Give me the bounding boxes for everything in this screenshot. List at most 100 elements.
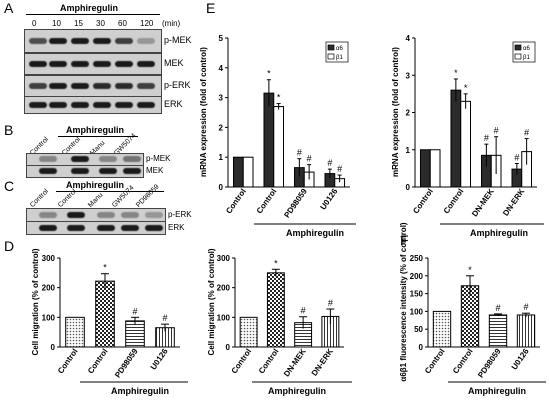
bar	[239, 316, 258, 348]
band	[71, 38, 89, 44]
y-tick-label: 3	[219, 94, 224, 103]
bar-beta1	[242, 156, 254, 188]
legend-swatch	[327, 53, 335, 60]
legend-label: β1	[523, 55, 530, 61]
y-tick-label: 4	[219, 64, 224, 73]
category-label: DN-MEK	[470, 187, 496, 219]
category-label: Control	[411, 187, 435, 215]
band	[49, 83, 67, 89]
band	[137, 102, 155, 108]
blot-label: ERK	[164, 99, 183, 109]
band	[93, 38, 111, 44]
blot-image	[26, 153, 144, 166]
treatment-line	[26, 14, 160, 15]
y-tick-label: 250	[410, 254, 424, 263]
band	[29, 61, 47, 67]
time-label: 60	[118, 19, 127, 28]
y-tick-label: 0	[419, 343, 424, 352]
category-label: PD98059	[113, 347, 140, 380]
bar	[65, 316, 85, 348]
band	[115, 38, 133, 44]
y-tick-label: 200	[42, 284, 56, 293]
band	[93, 61, 111, 67]
significance-mark: #	[484, 133, 489, 143]
panel-letter-e: E	[206, 0, 216, 16]
y-tick-label: 150	[410, 290, 424, 299]
category-label: U0126	[318, 187, 339, 212]
bar	[516, 314, 536, 348]
band	[67, 212, 85, 218]
y-tick-label: 2	[219, 123, 224, 132]
y-axis-label: mRNA expression (fold of control)	[199, 47, 208, 177]
panel-letter-d: D	[4, 238, 15, 254]
category-label: PD98059	[282, 187, 309, 220]
y-tick-label: 0	[219, 183, 224, 192]
panel-letter-c: C	[4, 178, 15, 194]
significance-mark: *	[103, 263, 107, 273]
band	[39, 156, 57, 162]
time-label: 30	[96, 19, 105, 28]
legend-swatch	[514, 53, 522, 60]
band	[137, 38, 155, 44]
time-label: 120	[140, 19, 154, 28]
blot-label: ERK	[168, 223, 185, 232]
y-tick-label: 100	[217, 313, 231, 322]
bar	[95, 280, 115, 348]
band	[29, 38, 47, 44]
category-label: DN-MEK	[282, 347, 308, 379]
legend-label: α6	[336, 46, 343, 52]
category-label: U0126	[510, 347, 531, 372]
band	[39, 225, 57, 231]
band	[145, 212, 163, 218]
band	[99, 168, 117, 174]
treatment-line	[56, 191, 164, 192]
blot-label: p-MEK	[164, 35, 192, 45]
category-label: Control	[423, 347, 447, 375]
significance-mark: #	[301, 306, 306, 316]
significance-mark: *	[464, 83, 468, 93]
band	[49, 61, 67, 67]
y-tick-label: 100	[42, 313, 56, 322]
blot-label: p-ERK	[168, 210, 192, 219]
significance-mark: #	[495, 303, 500, 313]
panel-letter-b: B	[4, 122, 14, 138]
band	[71, 102, 89, 108]
category-label: Control	[257, 347, 281, 375]
group-label: Amphiregulin	[468, 386, 526, 396]
group-label: Amphiregulin	[111, 386, 169, 396]
band	[115, 83, 133, 89]
band	[49, 38, 67, 44]
band	[121, 225, 139, 231]
category-label: Control	[442, 187, 466, 215]
significance-mark: #	[524, 128, 529, 138]
band	[71, 156, 89, 162]
y-tick-label: 3	[406, 71, 411, 80]
y-axis-label: Cell migration (% of control)	[207, 248, 216, 355]
blot-image	[24, 53, 162, 75]
time-label: 15	[74, 19, 83, 28]
y-tick-label: 1	[219, 153, 224, 162]
significance-mark: *	[274, 258, 278, 268]
blot-image	[24, 29, 162, 53]
significance-mark: *	[267, 69, 271, 79]
significance-mark: *	[454, 68, 458, 78]
category-label: Control	[224, 187, 248, 215]
category-label: Control	[56, 347, 80, 375]
y-tick-label: 5	[219, 34, 224, 43]
band	[29, 83, 47, 89]
panel-letter-f: F	[400, 232, 409, 248]
y-tick-label: 300	[217, 254, 231, 263]
treatment-label: Amphiregulin	[66, 125, 124, 135]
y-axis-label: α6β1 fluorescence intensity (% of contro…	[399, 222, 408, 382]
time-unit: (min)	[162, 19, 181, 28]
legend-label: β1	[336, 55, 343, 61]
category-label: DN-ERK	[501, 187, 526, 218]
band	[71, 61, 89, 67]
band	[97, 212, 115, 218]
band	[39, 168, 57, 174]
group-label: Amphiregulin	[286, 228, 344, 238]
bar	[125, 320, 145, 348]
band	[137, 61, 155, 67]
category-label: Control	[230, 347, 254, 375]
